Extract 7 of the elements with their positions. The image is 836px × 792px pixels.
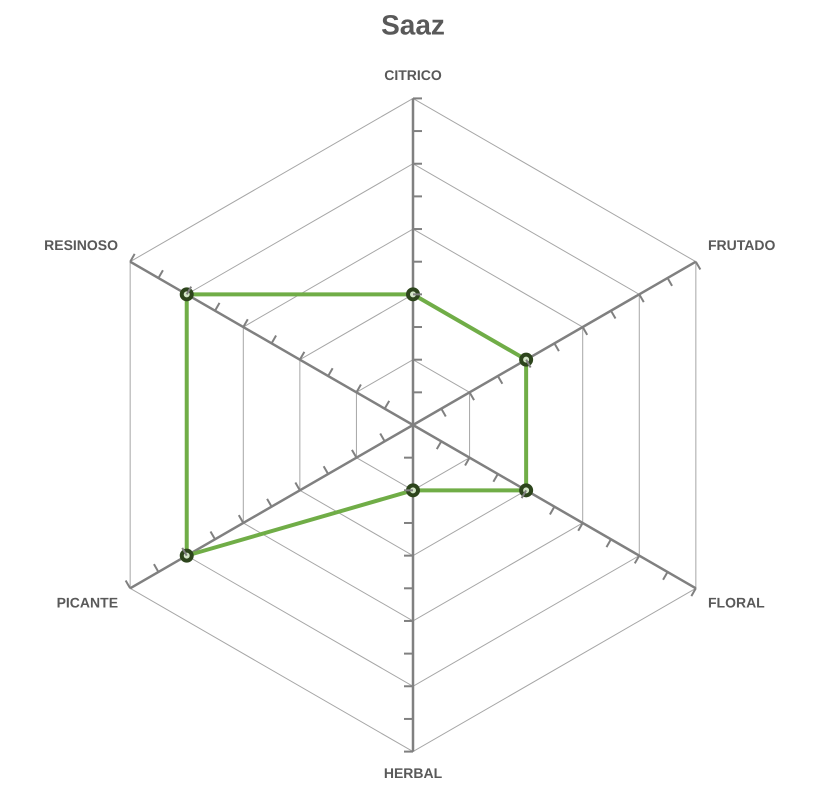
chart-title: Saaz [381, 10, 445, 41]
spoke-label: RESINOSO [44, 237, 118, 254]
spoke-label: FLORAL [708, 594, 766, 611]
spoke-label: CITRICO [384, 66, 442, 83]
spoke-label: HERBAL [384, 764, 443, 781]
spoke-label: PICANTE [56, 594, 118, 611]
spoke-label: FRUTADO [708, 237, 776, 254]
